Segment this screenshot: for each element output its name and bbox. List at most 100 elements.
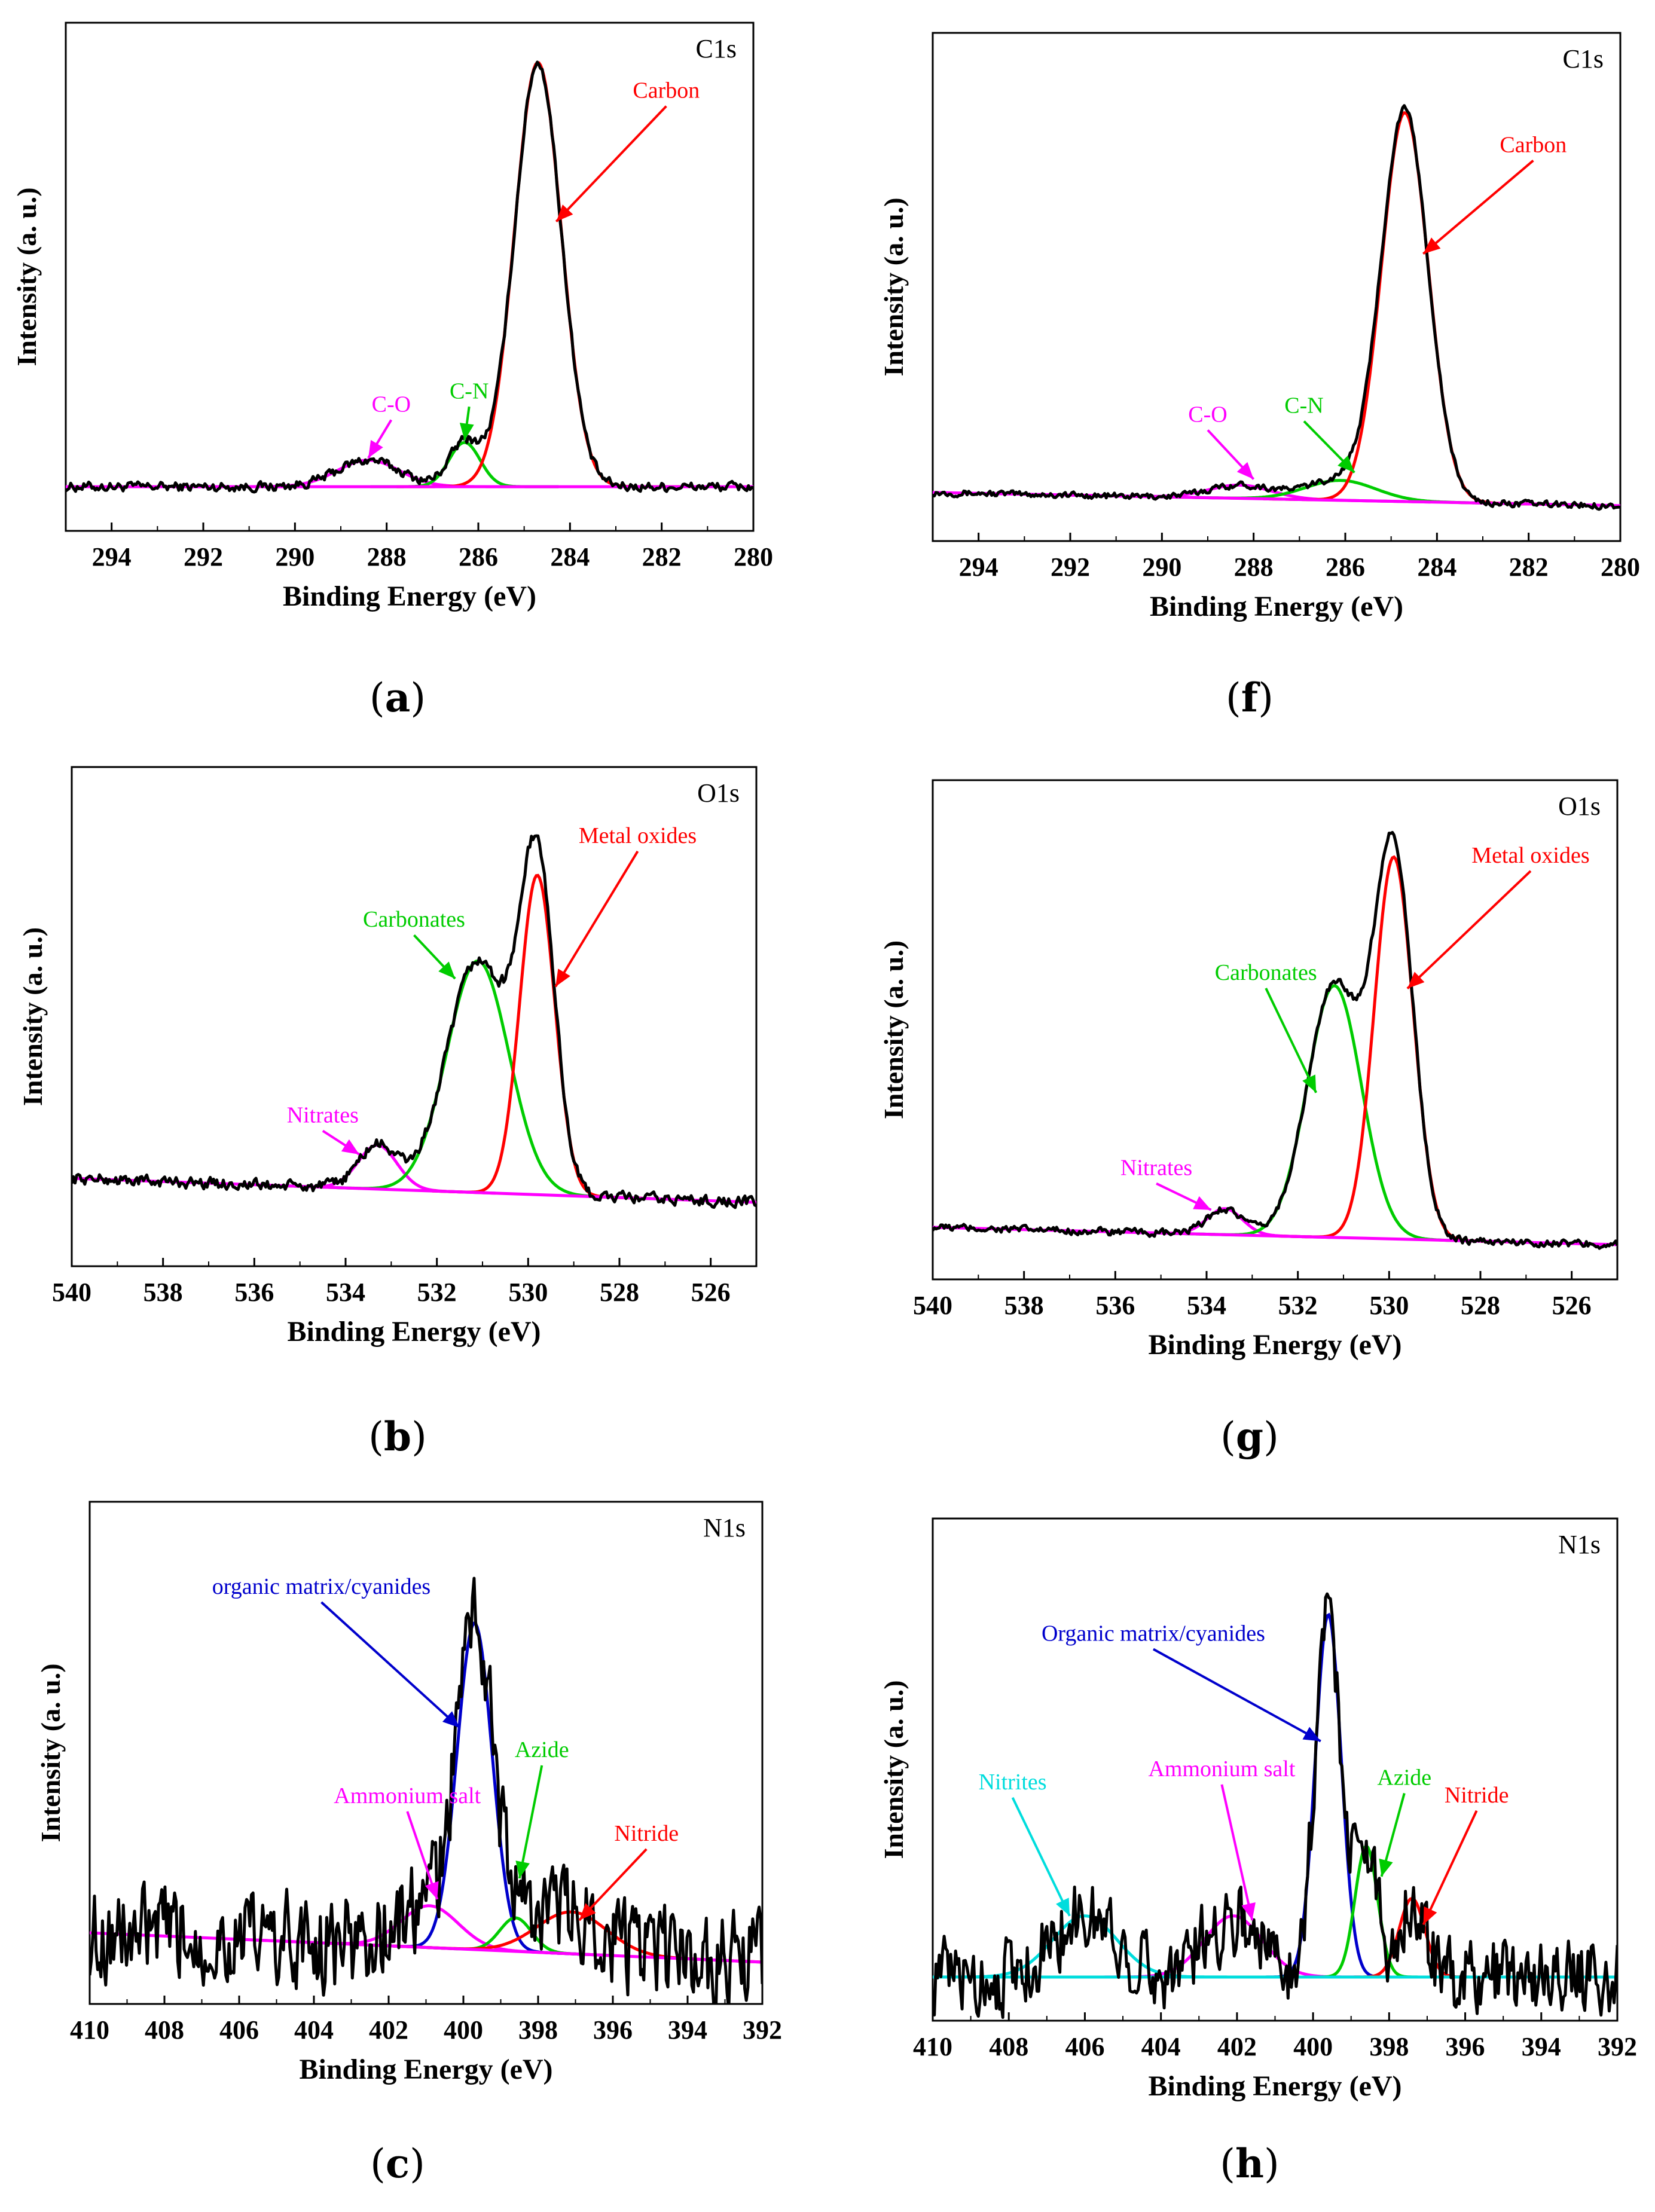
plot-area bbox=[72, 834, 756, 1209]
x-tick-label: 410 bbox=[70, 2015, 109, 2045]
annotation-arrow-head bbox=[1423, 1906, 1437, 1925]
annotation-arrow-head bbox=[1423, 237, 1441, 254]
annotation-arrow-head bbox=[1302, 1074, 1317, 1093]
x-tick-label: 290 bbox=[1142, 552, 1181, 582]
annotation-arrow-head bbox=[1056, 1898, 1070, 1916]
x-tick-label: 410 bbox=[913, 2032, 952, 2061]
annotation-label: Nitride bbox=[614, 1821, 679, 1846]
plot-frame bbox=[65, 22, 755, 532]
annotation-arrow-head bbox=[442, 1711, 460, 1728]
experimental-spectrum bbox=[933, 830, 1617, 1250]
annotation-arrow-head bbox=[1379, 1858, 1393, 1877]
plot-area bbox=[933, 1592, 1617, 2019]
x-axis-title: Binding Energy (eV) bbox=[283, 581, 536, 612]
annotation-arrow-shaft bbox=[518, 1765, 543, 1879]
plot-area bbox=[90, 1576, 762, 2004]
y-axis-title: Intensity (a. u.) bbox=[17, 927, 48, 1106]
x-tick-label: 530 bbox=[508, 1278, 548, 1307]
caption-b: (b) bbox=[368, 1413, 427, 1460]
x-tick-label: 538 bbox=[143, 1278, 183, 1307]
x-tick-label: 408 bbox=[989, 2032, 1028, 2061]
caption-a-letter: a bbox=[384, 674, 411, 721]
annotation-arrow-head bbox=[556, 204, 573, 222]
panel-f: 294 292 290 288 286 284 282 280 Binding Energy (… bbox=[878, 32, 1640, 622]
annotation-label: Nitrates bbox=[1120, 1156, 1192, 1181]
x-tick-label: 284 bbox=[1417, 552, 1456, 582]
y-axis-title: Intensity (a. u.) bbox=[878, 940, 909, 1119]
annotation-label: C-N bbox=[450, 378, 488, 404]
experimental-spectrum bbox=[72, 834, 756, 1209]
core-level-label: O1s bbox=[1558, 792, 1601, 821]
y-axis-title: Intensity (a. u.) bbox=[11, 187, 42, 366]
annotation-arrow-head bbox=[515, 1860, 530, 1878]
annotation-arrow-head bbox=[1236, 462, 1254, 479]
x-tick-label: 526 bbox=[691, 1278, 731, 1307]
plot-frame bbox=[71, 766, 758, 1267]
x-tick-label: 534 bbox=[326, 1278, 365, 1307]
component-peak bbox=[1250, 1612, 1407, 1979]
x-tick-label: 394 bbox=[668, 2015, 707, 2045]
plot-area bbox=[66, 60, 753, 494]
panel-g: 540 538 536 534 532 530 528 526 Binding Energy (… bbox=[878, 779, 1619, 1361]
x-tick-label: 398 bbox=[1369, 2032, 1409, 2061]
annotation-arrow-head bbox=[459, 423, 474, 441]
annotation-arrow-shaft bbox=[1422, 160, 1534, 255]
annotation-arrow-shaft bbox=[1152, 1648, 1321, 1743]
core-level-label: N1s bbox=[703, 1513, 746, 1542]
annotation-label: Nitrites bbox=[979, 1770, 1047, 1795]
x-tick-label: 288 bbox=[367, 542, 407, 572]
x-tick-label: 282 bbox=[1509, 552, 1549, 582]
annotation-arrow-head bbox=[1193, 1196, 1211, 1210]
caption-c: (c) bbox=[370, 2140, 425, 2187]
x-tick-label: 286 bbox=[1326, 552, 1365, 582]
annotation-label: Ammonium salt bbox=[334, 1783, 481, 1808]
x-tick-label: 536 bbox=[234, 1278, 274, 1307]
caption-a: (a) bbox=[369, 674, 426, 721]
component-peak bbox=[370, 441, 559, 488]
annotation-arrow-shaft bbox=[320, 1601, 461, 1729]
annotation-arrow-head bbox=[1338, 456, 1355, 473]
annotation-arrow-shaft bbox=[554, 850, 639, 988]
panel-h: 410 408 406 404 402 400 398 396 394 392 Binding En… bbox=[878, 1517, 1637, 2102]
y-axis-title: Intensity (a. u.) bbox=[35, 1663, 66, 1842]
core-level-label: O1s bbox=[697, 778, 740, 808]
component-peak bbox=[1263, 111, 1547, 506]
x-tick-label: 400 bbox=[444, 2015, 483, 2045]
x-tick-label: 286 bbox=[459, 542, 498, 572]
annotation-arrow-head bbox=[368, 439, 383, 459]
caption-h: (h) bbox=[1220, 2140, 1280, 2187]
experimental-spectrum bbox=[66, 60, 753, 494]
annotation-arrow-head bbox=[1302, 1727, 1321, 1742]
annotation-arrow-shaft bbox=[555, 105, 667, 222]
x-tick-label: 528 bbox=[1461, 1291, 1500, 1320]
annotation-label: Azide bbox=[1377, 1765, 1431, 1791]
x-axis-title: Binding Energy (eV) bbox=[299, 2054, 552, 2085]
x-tick-label: 396 bbox=[1446, 2032, 1485, 2061]
core-level-label: C1s bbox=[696, 34, 737, 63]
annotation-label: Carbonates bbox=[1215, 960, 1317, 985]
x-tick-label: 280 bbox=[734, 542, 773, 572]
plot-area bbox=[933, 104, 1620, 511]
component-peak bbox=[288, 959, 667, 1201]
plot-frame bbox=[932, 779, 1619, 1281]
x-tick-label: 528 bbox=[600, 1278, 639, 1307]
experimental-spectrum bbox=[933, 1592, 1617, 2019]
annotation-arrow-head bbox=[425, 1881, 439, 1899]
core-level-label: N1s bbox=[1558, 1530, 1601, 1559]
experimental-spectrum bbox=[90, 1576, 762, 2004]
x-tick-label: 392 bbox=[1598, 2032, 1637, 2061]
x-tick-label: 396 bbox=[593, 2015, 633, 2045]
x-tick-label: 280 bbox=[1601, 552, 1640, 582]
caption-f: (f) bbox=[1226, 674, 1274, 721]
x-tick-label: 540 bbox=[913, 1291, 952, 1320]
x-tick-label: 292 bbox=[184, 542, 223, 572]
annotation-arrow-shaft bbox=[1011, 1797, 1071, 1917]
x-tick-label: 406 bbox=[1065, 2032, 1104, 2061]
annotation-label: C-N bbox=[1284, 393, 1323, 418]
x-tick-label: 530 bbox=[1369, 1291, 1409, 1320]
x-tick-label: 540 bbox=[52, 1278, 91, 1307]
x-tick-label: 408 bbox=[145, 2015, 184, 2045]
x-tick-label: 392 bbox=[743, 2015, 782, 2045]
annotation-label: Ammonium salt bbox=[1148, 1756, 1295, 1782]
